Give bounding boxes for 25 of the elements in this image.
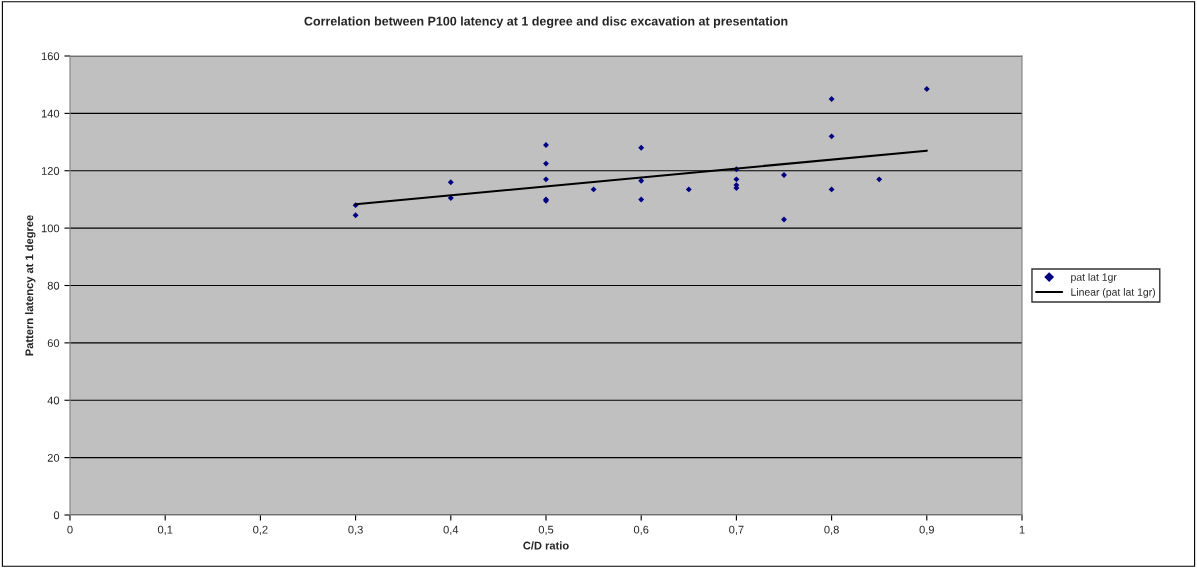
chart-title: Correlation between P100 latency at 1 degree and disc excavation at presentation bbox=[304, 16, 788, 29]
x-tick-label: 0,6 bbox=[633, 525, 649, 535]
legend-label: Linear (pat lat 1gr) bbox=[1071, 288, 1155, 298]
x-tick-label: 0,7 bbox=[729, 525, 744, 535]
x-tick-label: 0,1 bbox=[157, 525, 173, 535]
x-axis-title: C/D ratio bbox=[523, 541, 569, 550]
x-tick-label: 0,9 bbox=[919, 525, 934, 535]
legend-label: pat lat 1gr bbox=[1071, 273, 1117, 283]
y-tick-label: 160 bbox=[41, 52, 60, 61]
y-tick-label: 60 bbox=[47, 339, 60, 348]
y-tick-label: 40 bbox=[47, 396, 60, 405]
y-axis-title: Pattern latency at 1 degree bbox=[25, 215, 36, 356]
x-tick-label: 0,8 bbox=[824, 525, 839, 535]
y-tick-label: 80 bbox=[47, 281, 60, 290]
x-tick-label: 0 bbox=[67, 525, 73, 534]
x-tick-label: 1 bbox=[1019, 525, 1025, 534]
y-tick-label: 140 bbox=[41, 109, 60, 118]
x-tick-label: 0,5 bbox=[538, 525, 554, 535]
y-tick-label: 100 bbox=[41, 224, 60, 233]
x-tick-label: 0,4 bbox=[443, 525, 459, 535]
x-tick-label: 0,3 bbox=[348, 525, 363, 535]
y-tick-label: 0 bbox=[53, 511, 60, 520]
y-tick-label: 20 bbox=[47, 453, 60, 462]
y-tick-label: 120 bbox=[41, 167, 60, 175]
x-tick-label: 0,2 bbox=[253, 525, 268, 535]
